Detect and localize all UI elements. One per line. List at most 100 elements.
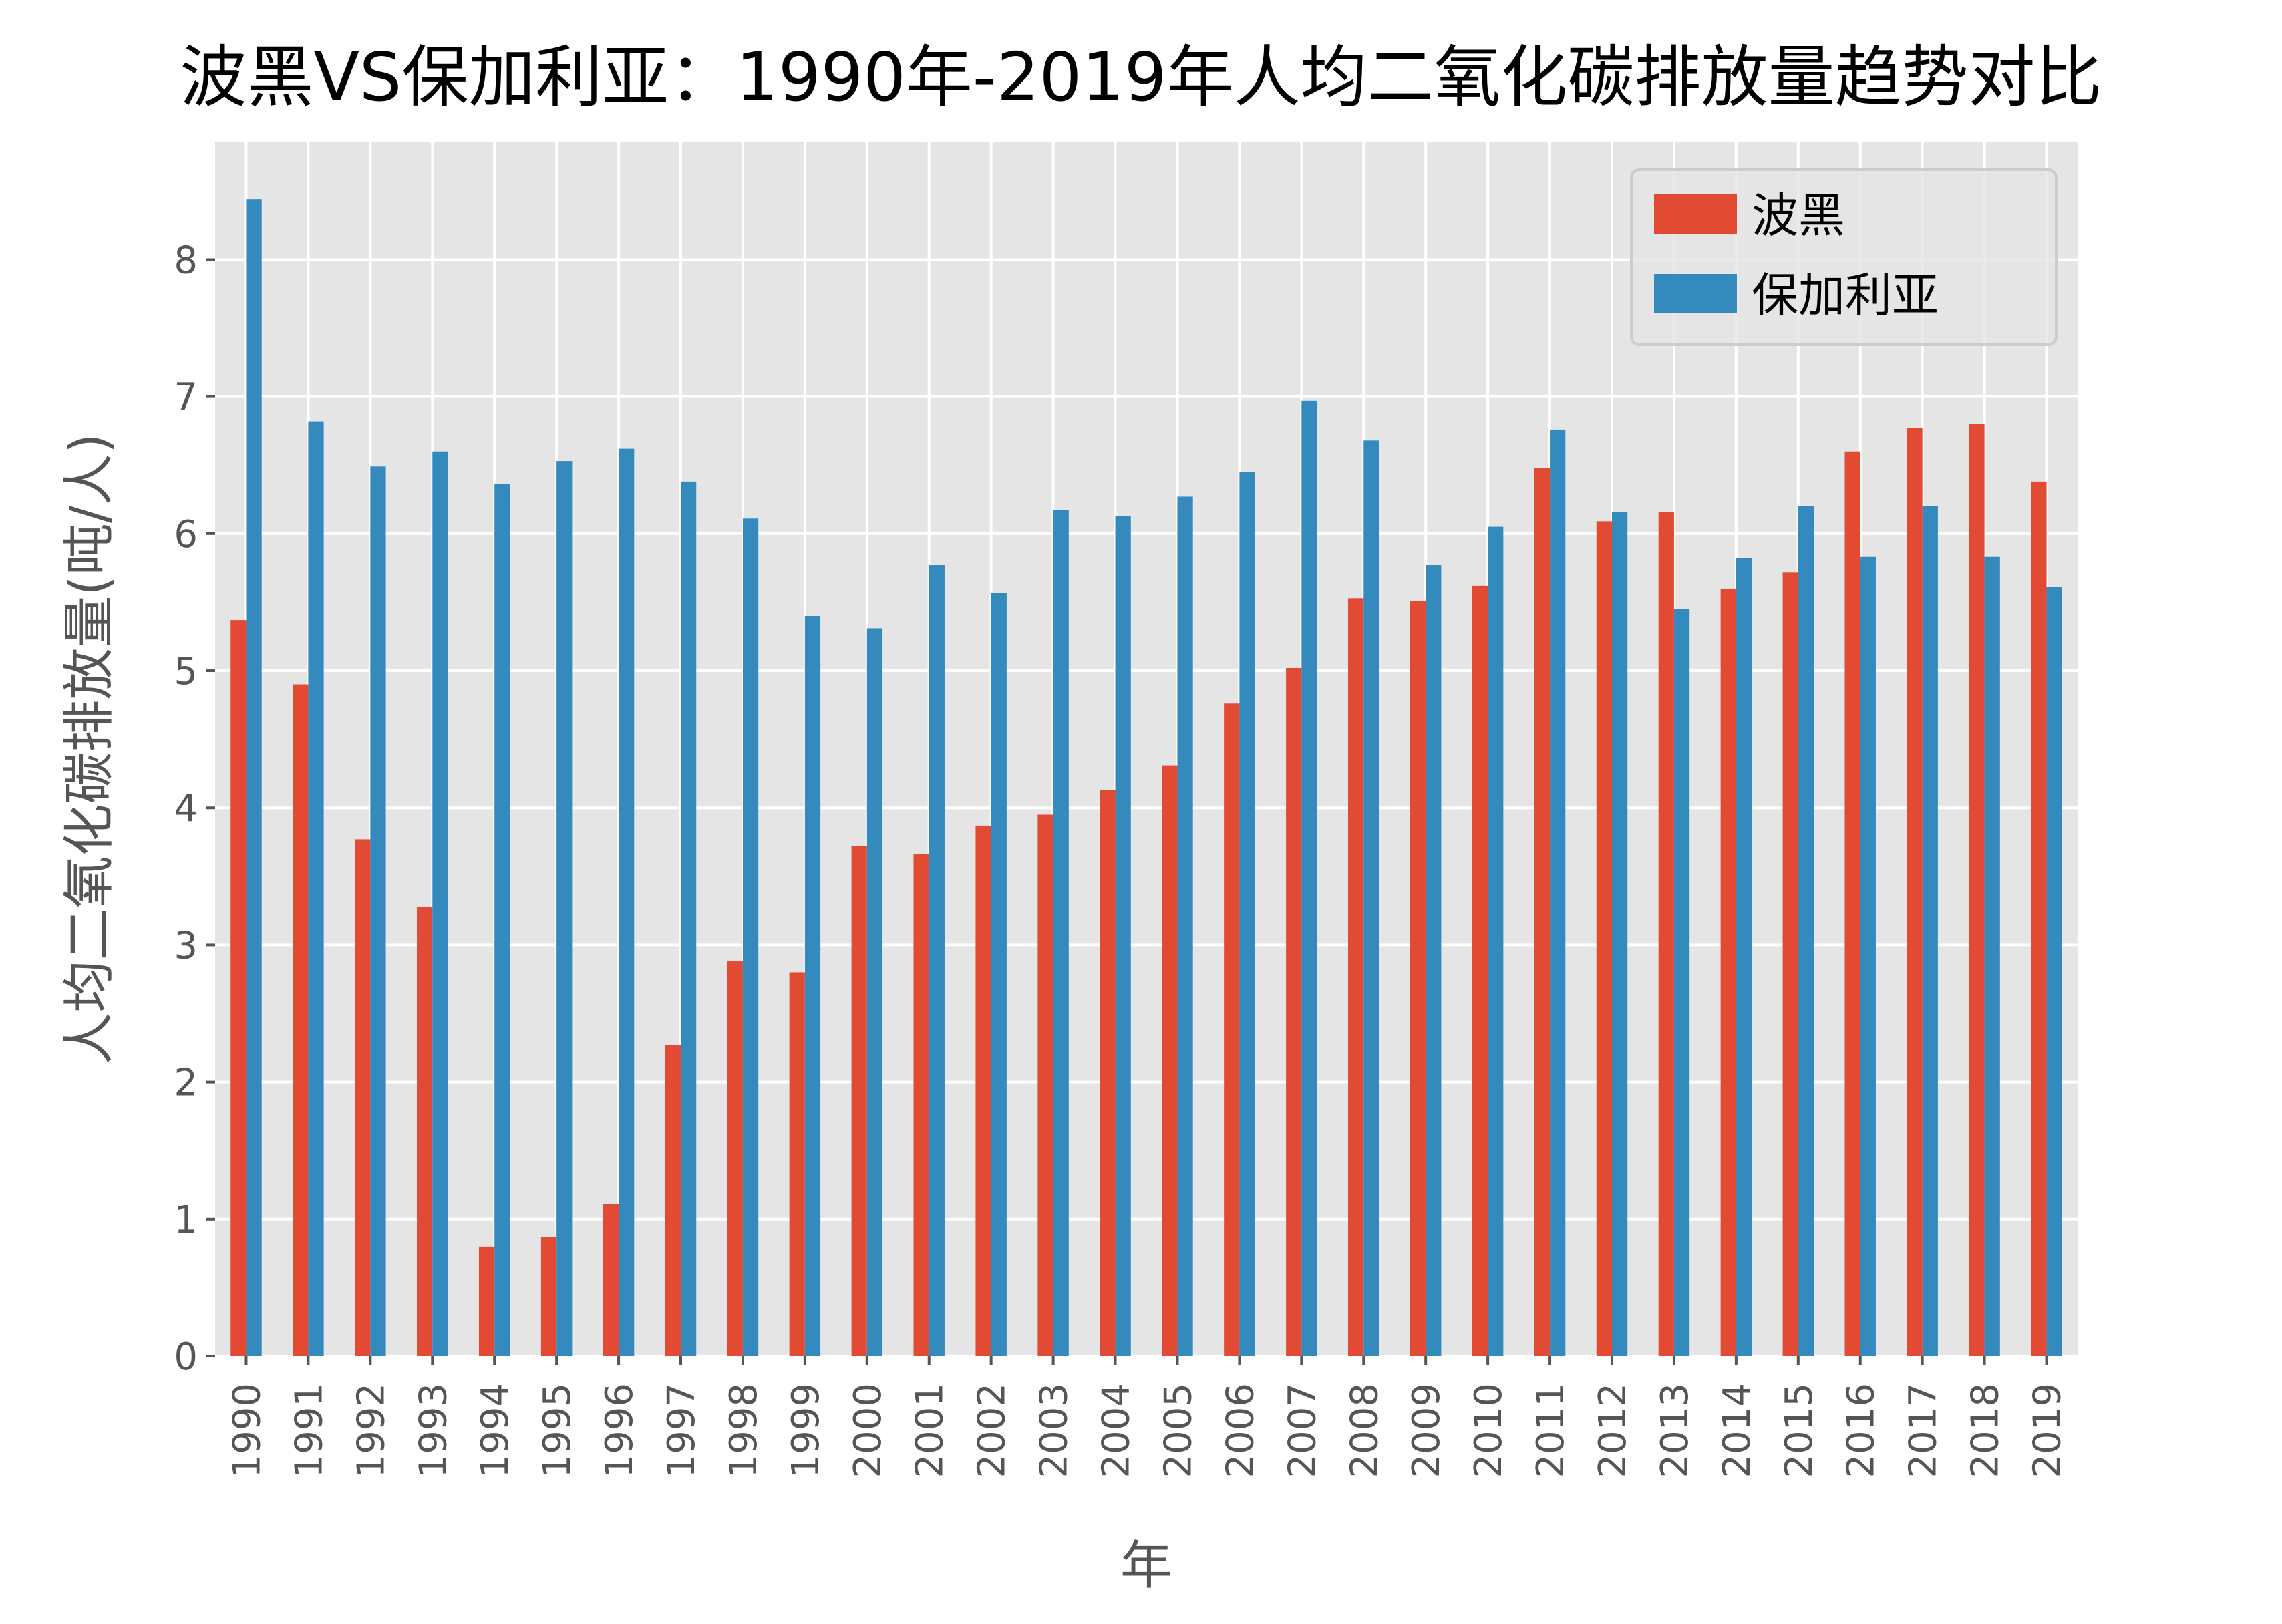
bar-bulgaria-1997 [681,481,697,1356]
x-tick-label: 2003 [1033,1383,1076,1478]
y-axis-label: 人均二氧化碳排放量(吨/人) [59,433,120,1064]
bar-bosnia-2000 [851,846,867,1356]
bar-bulgaria-2013 [1673,609,1690,1356]
x-tick-label: 2001 [909,1383,952,1478]
bar-bulgaria-1991 [308,421,324,1356]
bar-bulgaria-1996 [619,448,635,1356]
bar-bosnia-2015 [1782,572,1798,1356]
x-tick-label: 1990 [225,1383,269,1478]
x-tick-label: 2015 [1778,1383,1821,1478]
x-tick-label: 2004 [1095,1383,1138,1478]
bar-bulgaria-2008 [1363,440,1379,1356]
bar-bosnia-1998 [727,961,743,1356]
bar-bosnia-2014 [1720,588,1736,1356]
bar-bosnia-2008 [1348,598,1364,1356]
bar-bulgaria-2006 [1239,472,1255,1356]
x-tick-label: 2000 [846,1383,890,1478]
y-tick-label: 6 [174,513,198,556]
x-tick-label: 1998 [722,1383,766,1478]
bar-bosnia-2004 [1100,790,1116,1356]
x-tick-label: 2019 [2026,1383,2070,1478]
x-tick-label: 2018 [1964,1383,2007,1478]
y-tick-label: 8 [174,238,198,282]
bar-bulgaria-2011 [1550,429,1566,1356]
y-tick-label: 0 [174,1335,198,1379]
bar-bulgaria-2007 [1301,400,1317,1356]
x-tick-label: 2014 [1716,1383,1759,1478]
bar-bosnia-2002 [975,825,991,1356]
x-tick-label: 1997 [660,1383,703,1478]
bar-bosnia-1992 [355,839,371,1356]
bar-bulgaria-1994 [494,484,510,1356]
x-tick-label: 1991 [287,1383,331,1478]
bar-bulgaria-1999 [804,615,821,1356]
bar-bosnia-1994 [478,1246,495,1356]
x-tick-label: 1996 [598,1383,641,1478]
x-tick-label: 2012 [1591,1383,1635,1478]
bar-bosnia-1993 [417,906,433,1356]
bar-bosnia-2010 [1472,585,1488,1356]
bar-bosnia-2005 [1162,765,1178,1356]
bar-bulgaria-2019 [2046,587,2062,1357]
bar-bosnia-2011 [1534,468,1551,1356]
x-tick-label: 1992 [349,1383,393,1478]
bar-bulgaria-2015 [1798,506,1814,1357]
bar-bosnia-2001 [913,854,929,1356]
x-tick-label: 2006 [1218,1383,1262,1478]
bar-bulgaria-2009 [1426,565,1442,1356]
x-tick-label: 2007 [1281,1383,1324,1478]
y-tick-label: 7 [174,376,198,420]
x-tick-label: 2005 [1156,1383,1200,1478]
bar-bulgaria-2005 [1177,496,1193,1356]
legend-label-bosnia: 波黑 [1752,188,1845,243]
x-tick-label: 2002 [971,1383,1014,1478]
bar-bosnia-1996 [603,1204,619,1356]
bar-bosnia-1999 [789,972,805,1356]
x-tick-label: 2008 [1343,1383,1386,1478]
bar-bulgaria-2010 [1488,526,1504,1357]
y-tick-label: 3 [174,924,198,967]
bar-bulgaria-2018 [1984,556,2000,1356]
bar-bulgaria-2003 [1053,510,1069,1357]
bar-bulgaria-2016 [1860,556,1876,1356]
bar-bosnia-2013 [1658,512,1674,1356]
bar-bosnia-2016 [1844,451,1860,1356]
bar-bosnia-2019 [2031,481,2047,1356]
bar-bulgaria-2014 [1736,558,1752,1356]
x-tick-label: 1993 [412,1383,455,1478]
y-tick-label: 4 [174,787,198,830]
x-tick-label: 2011 [1529,1383,1573,1478]
x-tick-label: 2009 [1405,1383,1448,1478]
bar-bosnia-2009 [1410,601,1426,1356]
x-tick-label: 1999 [784,1383,828,1478]
x-tick-label: 2010 [1467,1383,1510,1478]
bar-bosnia-2003 [1037,814,1053,1356]
legend-swatch-bosnia [1654,194,1737,234]
chart-title: 波黑VS保加利亚：1990年-2019年人均二氧化碳排放量趋势对比 [180,38,2102,116]
bar-bulgaria-1998 [742,518,759,1357]
bar-bosnia-2007 [1286,667,1302,1356]
x-tick-label: 2013 [1653,1383,1697,1478]
bar-bulgaria-2002 [991,593,1007,1356]
bar-bosnia-2006 [1224,703,1240,1356]
bar-bulgaria-2000 [866,628,883,1356]
bar-bulgaria-2012 [1612,512,1628,1356]
bar-bosnia-1995 [540,1237,557,1356]
x-tick-label: 1995 [536,1383,579,1478]
y-tick-label: 5 [174,650,198,693]
x-tick-label: 1994 [474,1383,517,1478]
bar-bulgaria-1995 [556,461,573,1356]
bar-bosnia-2012 [1596,521,1612,1356]
x-tick-label: 2017 [1902,1383,1945,1478]
legend: 波黑 保加利亚 [1630,168,2058,346]
legend-label-bulgaria: 保加利亚 [1752,268,1939,323]
bar-bulgaria-2001 [929,565,945,1356]
y-tick-label: 2 [174,1062,198,1105]
bar-bosnia-1990 [230,620,247,1356]
x-axis-label: 年 [1120,1536,1172,1596]
x-tick-label: 2016 [1840,1383,1883,1478]
bar-bosnia-2018 [1969,424,1985,1356]
bar-bulgaria-1990 [246,199,262,1357]
bar-bosnia-1991 [293,684,309,1356]
